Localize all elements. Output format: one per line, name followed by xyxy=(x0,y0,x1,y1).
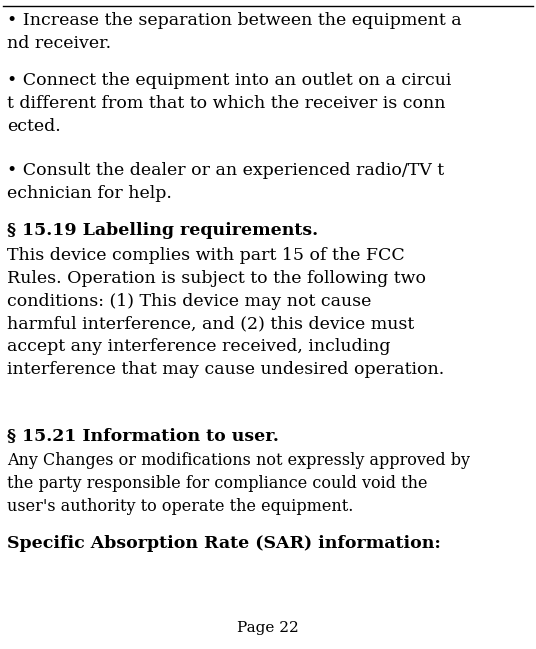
Text: • Connect the equipment into an outlet on a circui
t different from that to whic: • Connect the equipment into an outlet o… xyxy=(7,72,451,135)
Text: Specific Absorption Rate (SAR) information:: Specific Absorption Rate (SAR) informati… xyxy=(7,535,441,552)
Text: This device complies with part 15 of the FCC
Rules. Operation is subject to the : This device complies with part 15 of the… xyxy=(7,247,444,378)
Text: § 15.19 Labelling requirements.: § 15.19 Labelling requirements. xyxy=(7,222,318,239)
Text: Page 22: Page 22 xyxy=(237,620,299,635)
Text: Any Changes or modifications not expressly approved by
the party responsible for: Any Changes or modifications not express… xyxy=(7,452,470,515)
Text: • Consult the dealer or an experienced radio/TV t
echnician for help.: • Consult the dealer or an experienced r… xyxy=(7,162,444,202)
Text: § 15.21 Information to user.: § 15.21 Information to user. xyxy=(7,427,279,444)
Text: • Increase the separation between the equipment a
nd receiver.: • Increase the separation between the eq… xyxy=(7,12,461,52)
